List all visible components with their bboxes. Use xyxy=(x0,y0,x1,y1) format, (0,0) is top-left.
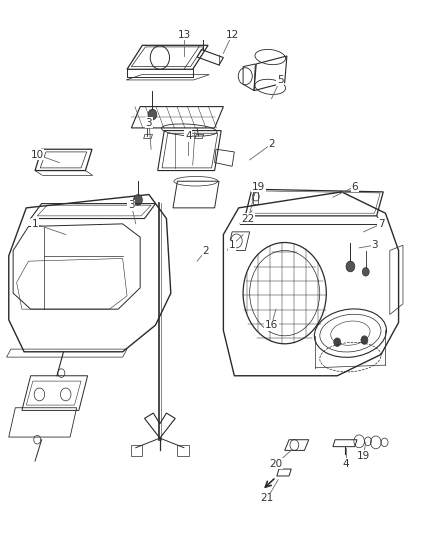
Text: 22: 22 xyxy=(241,214,254,223)
Text: 2: 2 xyxy=(202,246,209,255)
Circle shape xyxy=(361,336,368,344)
Circle shape xyxy=(362,268,369,276)
Text: 4: 4 xyxy=(185,131,192,141)
Text: 1: 1 xyxy=(32,219,39,229)
Text: 19: 19 xyxy=(252,182,265,191)
Circle shape xyxy=(334,338,341,346)
Text: 3: 3 xyxy=(371,240,378,250)
Text: 2: 2 xyxy=(268,139,275,149)
Text: 3: 3 xyxy=(128,200,135,210)
Text: 3: 3 xyxy=(145,118,152,127)
Text: 10: 10 xyxy=(31,150,44,159)
Text: 21: 21 xyxy=(261,494,274,503)
Circle shape xyxy=(346,261,355,272)
Circle shape xyxy=(148,109,157,120)
Text: 7: 7 xyxy=(378,219,385,229)
Text: 13: 13 xyxy=(177,30,191,39)
Text: 1: 1 xyxy=(229,240,236,250)
Text: 20: 20 xyxy=(269,459,283,469)
Text: 6: 6 xyxy=(351,182,358,191)
Text: 19: 19 xyxy=(357,451,370,461)
Text: 16: 16 xyxy=(265,320,278,330)
Text: 5: 5 xyxy=(277,75,284,85)
Circle shape xyxy=(134,195,142,205)
Text: 12: 12 xyxy=(226,30,239,39)
Text: 4: 4 xyxy=(343,459,350,469)
